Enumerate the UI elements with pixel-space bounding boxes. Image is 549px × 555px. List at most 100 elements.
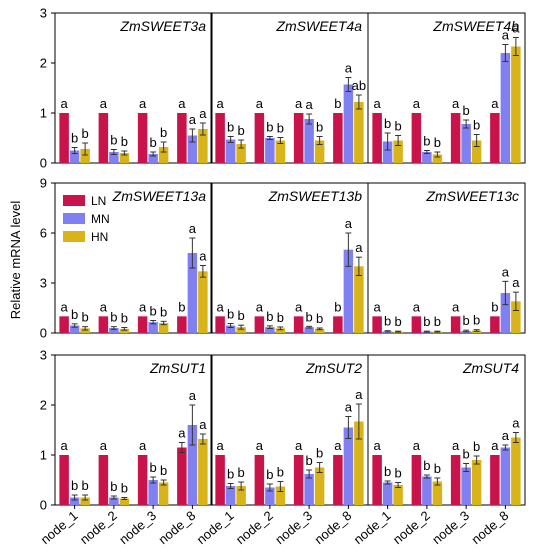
significance-label: a — [100, 96, 108, 111]
significance-label: ab — [352, 78, 366, 93]
significance-label: b — [384, 464, 391, 479]
y-axis-label: Relative mRNA level — [8, 201, 23, 320]
significance-label: b — [238, 465, 245, 480]
significance-label: a — [61, 299, 69, 314]
bar-mn — [265, 487, 275, 505]
y-tick-label: 9 — [40, 176, 47, 191]
bar-ln — [293, 455, 304, 505]
bar-mn — [304, 119, 314, 163]
significance-label: b — [334, 299, 341, 314]
bar-ln — [490, 113, 500, 163]
significance-label: b — [423, 314, 430, 329]
bar-ln — [215, 316, 225, 333]
bar-ln — [490, 455, 500, 505]
significance-label: b — [316, 311, 323, 326]
bar-mn — [422, 476, 432, 505]
significance-label: a — [502, 428, 510, 443]
bar-mn — [69, 150, 80, 163]
bar-mn — [304, 474, 314, 505]
bar-ln — [254, 113, 265, 163]
significance-label: b — [266, 309, 273, 324]
significance-label: b — [277, 310, 284, 325]
x-tick-label: node_1 — [38, 508, 81, 547]
significance-label: b — [238, 308, 245, 323]
significance-label: b — [82, 478, 89, 493]
y-tick-label: 3 — [40, 6, 47, 21]
x-tick-label: node_3 — [272, 508, 315, 547]
x-tick-label: node_8 — [155, 508, 198, 547]
significance-label: a — [178, 96, 186, 111]
significance-label: a — [374, 438, 382, 453]
panel-title: ZmSWEET13b — [268, 188, 363, 204]
bar-hn — [198, 129, 208, 163]
legend-swatch-hn — [63, 231, 85, 242]
panel-frame — [54, 354, 213, 506]
y-tick-label: 0 — [40, 156, 47, 171]
bar-ln — [254, 316, 265, 333]
panel-frame — [54, 12, 213, 164]
significance-label: b — [306, 309, 313, 324]
bar-ln — [293, 113, 304, 163]
significance-label: b — [110, 133, 117, 148]
bar-mn — [265, 138, 275, 163]
significance-label: b — [395, 119, 402, 134]
bar-hn — [80, 497, 90, 505]
significance-label: a — [61, 96, 69, 111]
bar-mn — [69, 325, 80, 333]
bar-ln — [177, 447, 187, 505]
bar-hn — [314, 467, 325, 505]
significance-label: b — [395, 314, 402, 329]
bar-hn — [158, 323, 169, 333]
significance-label: a — [491, 96, 499, 111]
bar-ln — [411, 316, 422, 333]
significance-label: a — [256, 299, 264, 314]
panel-title: ZmSWEET3a — [119, 18, 206, 34]
significance-label: b — [463, 313, 470, 328]
x-tick-label: node_2 — [233, 508, 276, 547]
significance-label: b — [423, 458, 430, 473]
panel-title: ZmSWEET4a — [275, 18, 362, 34]
bar-ln — [411, 113, 422, 163]
bar-hn — [354, 266, 364, 333]
bar-ln — [59, 113, 69, 163]
bar-ln — [490, 316, 500, 333]
x-tick-label: node_1 — [194, 508, 237, 547]
panel-title: ZmSWEET13c — [425, 188, 519, 204]
bar-hn — [393, 140, 403, 163]
bar-mn — [225, 486, 236, 505]
bar-ln — [98, 455, 109, 505]
bar-hn — [314, 140, 325, 163]
significance-label: a — [345, 61, 353, 76]
bar-ln — [137, 316, 148, 333]
panel-frame — [367, 12, 526, 164]
bar-hn — [119, 498, 130, 505]
bar-mn — [422, 152, 432, 163]
bar-ln — [254, 455, 265, 505]
legend-swatch-ln — [63, 195, 85, 206]
significance-label: a — [452, 96, 460, 111]
significance-label: b — [71, 307, 78, 322]
bar-ln — [215, 113, 225, 163]
significance-label: b — [150, 304, 157, 319]
significance-label: b — [473, 118, 480, 133]
significance-label: a — [374, 299, 382, 314]
significance-label: a — [199, 249, 207, 264]
y-tick-label: 2 — [40, 398, 47, 413]
bar-ln — [450, 316, 461, 333]
y-tick-label: 1 — [40, 448, 47, 463]
significance-label: a — [306, 97, 314, 112]
bar-mn — [109, 152, 119, 163]
bar-ln — [333, 113, 343, 163]
legend-label: MN — [91, 212, 110, 226]
significance-label: b — [434, 135, 441, 150]
significance-label: b — [227, 467, 234, 482]
significance-label: b — [491, 299, 498, 314]
significance-label: a — [512, 21, 520, 36]
significance-label: a — [139, 96, 147, 111]
significance-label: b — [316, 446, 323, 461]
significance-label: b — [82, 126, 89, 141]
panel-frame — [54, 182, 213, 334]
y-tick-label: 6 — [40, 226, 47, 241]
bar-hn — [432, 154, 443, 163]
